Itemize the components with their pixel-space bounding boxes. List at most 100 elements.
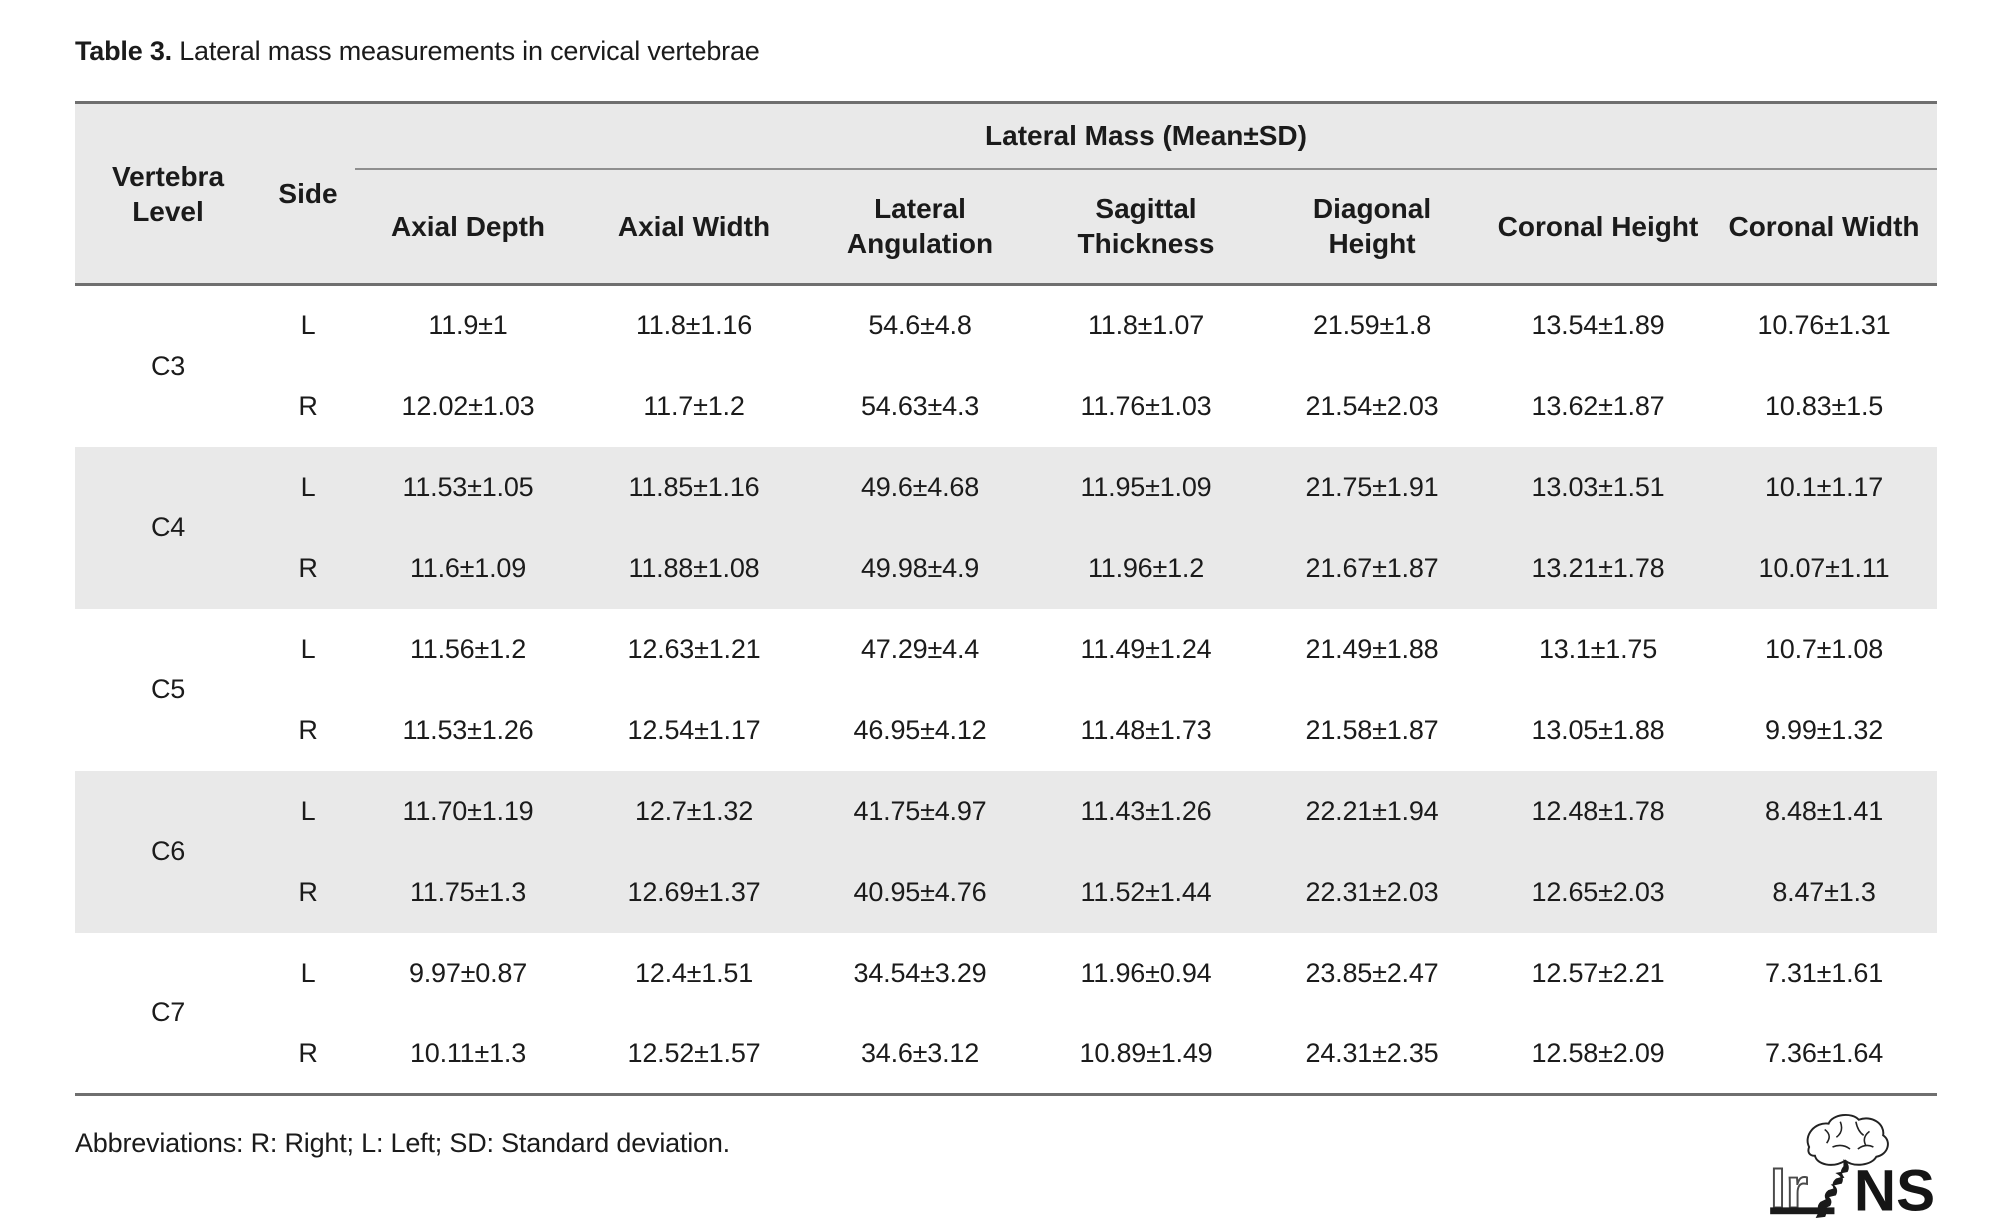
col-header-axial-width: Axial Width xyxy=(581,168,807,286)
measurements-table: Vertebra Level Side Lateral Mass (Mean±S… xyxy=(75,101,1937,1096)
cell: 11.6±1.09 xyxy=(355,527,581,609)
vertebra-level-cell: C4 xyxy=(75,446,261,609)
cell: 11.56±1.2 xyxy=(355,608,581,690)
cell: 11.52±1.44 xyxy=(1033,851,1259,933)
cell: 13.03±1.51 xyxy=(1485,446,1711,528)
cell: 10.7±1.08 xyxy=(1711,608,1937,690)
table-caption: Table 3. Lateral mass measurements in ce… xyxy=(75,36,1938,67)
col-header-vertebra-level: Vertebra Level xyxy=(75,102,261,286)
cell: 12.58±2.09 xyxy=(1485,1013,1711,1095)
brain-icon xyxy=(1806,1114,1889,1166)
cell: 54.63±4.3 xyxy=(807,365,1033,447)
side-cell: R xyxy=(261,365,355,447)
cell: 54.6±4.8 xyxy=(807,284,1033,366)
cell: 11.53±1.05 xyxy=(355,446,581,528)
cell: 21.54±2.03 xyxy=(1259,365,1485,447)
cell: 47.29±4.4 xyxy=(807,608,1033,690)
cell: 21.75±1.91 xyxy=(1259,446,1485,528)
vertebra-level-cell: C7 xyxy=(75,932,261,1095)
cell: 12.4±1.51 xyxy=(581,932,807,1014)
vertebra-level-cell: C5 xyxy=(75,608,261,771)
cell: 10.83±1.5 xyxy=(1711,365,1937,447)
col-header-lateral-angulation: Lateral Angulation xyxy=(807,168,1033,286)
table-row: R 11.6±1.09 11.88±1.08 49.98±4.9 11.96±1… xyxy=(75,527,1937,609)
cell: 49.6±4.68 xyxy=(807,446,1033,528)
cell: 10.76±1.31 xyxy=(1711,284,1937,366)
side-cell: R xyxy=(261,527,355,609)
cell: 11.70±1.19 xyxy=(355,770,581,852)
cell: 21.58±1.87 xyxy=(1259,689,1485,771)
cell: 46.95±4.12 xyxy=(807,689,1033,771)
cell: 12.52±1.57 xyxy=(581,1013,807,1095)
table-row: R 12.02±1.03 11.7±1.2 54.63±4.3 11.76±1.… xyxy=(75,365,1937,447)
cell: 12.57±2.21 xyxy=(1485,932,1711,1014)
cell: 11.9±1 xyxy=(355,284,581,366)
table-caption-text: Lateral mass measurements in cervical ve… xyxy=(171,36,760,66)
cell: 23.85±2.47 xyxy=(1259,932,1485,1014)
col-header-side: Side xyxy=(261,102,355,286)
cell: 11.48±1.73 xyxy=(1033,689,1259,771)
side-cell: L xyxy=(261,932,355,1014)
cell: 49.98±4.9 xyxy=(807,527,1033,609)
column-header-row: Axial Depth Axial Width Lateral Angulati… xyxy=(75,168,1937,286)
cell: 13.05±1.88 xyxy=(1485,689,1711,771)
cell: 10.1±1.17 xyxy=(1711,446,1937,528)
cell: 13.1±1.75 xyxy=(1485,608,1711,690)
cell: 40.95±4.76 xyxy=(807,851,1033,933)
cell: 34.6±3.12 xyxy=(807,1013,1033,1095)
table-row: R 11.53±1.26 12.54±1.17 46.95±4.12 11.48… xyxy=(75,689,1937,771)
cell: 11.85±1.16 xyxy=(581,446,807,528)
table-header: Vertebra Level Side Lateral Mass (Mean±S… xyxy=(75,102,1937,286)
logo-suffix-text: NS xyxy=(1854,1158,1935,1222)
cell: 22.21±1.94 xyxy=(1259,770,1485,852)
cell: 13.62±1.87 xyxy=(1485,365,1711,447)
cell: 13.54±1.89 xyxy=(1485,284,1711,366)
group-header-row: Vertebra Level Side Lateral Mass (Mean±S… xyxy=(75,102,1937,286)
table-row: C7 L 9.97±0.87 12.4±1.51 34.54±3.29 11.9… xyxy=(75,932,1937,1095)
cell: 7.31±1.61 xyxy=(1711,932,1937,1014)
cell: 41.75±4.97 xyxy=(807,770,1033,852)
side-cell: R xyxy=(261,1013,355,1095)
cell: 11.96±1.2 xyxy=(1033,527,1259,609)
cell: 11.49±1.24 xyxy=(1033,608,1259,690)
col-header-coronal-width: Coronal Width xyxy=(1711,168,1937,286)
side-cell: L xyxy=(261,446,355,528)
cell: 34.54±3.29 xyxy=(807,932,1033,1014)
table-body: C3 L 11.9±1 11.8±1.16 54.6±4.8 11.8±1.07… xyxy=(75,284,1937,1095)
cell: 11.7±1.2 xyxy=(581,365,807,447)
table-footer: Abbreviations: R: Right; L: Left; SD: St… xyxy=(75,1110,1937,1223)
cell: 12.63±1.21 xyxy=(581,608,807,690)
spine-icon xyxy=(1815,1159,1849,1219)
cell: 12.54±1.17 xyxy=(581,689,807,771)
journal-logo-graphic: Ir NS xyxy=(1769,1114,1935,1223)
cell: 21.59±1.8 xyxy=(1259,284,1485,366)
cell: 11.96±0.94 xyxy=(1033,932,1259,1014)
cell: 8.47±1.3 xyxy=(1711,851,1937,933)
logo-baseline-bar xyxy=(1770,1207,1835,1215)
cell: 11.75±1.3 xyxy=(355,851,581,933)
cell: 12.7±1.32 xyxy=(581,770,807,852)
cell: 10.89±1.49 xyxy=(1033,1013,1259,1095)
cell: 12.02±1.03 xyxy=(355,365,581,447)
cell: 11.8±1.07 xyxy=(1033,284,1259,366)
cell: 21.67±1.87 xyxy=(1259,527,1485,609)
cell: 10.11±1.3 xyxy=(355,1013,581,1095)
cell: 11.53±1.26 xyxy=(355,689,581,771)
cell: 7.36±1.64 xyxy=(1711,1013,1937,1095)
cell: 12.48±1.78 xyxy=(1485,770,1711,852)
col-header-sagittal-thickness: Sagittal Thickness xyxy=(1033,168,1259,286)
col-header-axial-depth: Axial Depth xyxy=(355,168,581,286)
cell: 11.43±1.26 xyxy=(1033,770,1259,852)
vertebra-level-cell: C3 xyxy=(75,284,261,447)
cell: 11.95±1.09 xyxy=(1033,446,1259,528)
cell: 11.76±1.03 xyxy=(1033,365,1259,447)
col-header-diagonal-height: Diagonal Height xyxy=(1259,168,1485,286)
side-cell: L xyxy=(261,284,355,366)
cell: 9.97±0.87 xyxy=(355,932,581,1014)
cell: 12.69±1.37 xyxy=(581,851,807,933)
group-header-lateral-mass: Lateral Mass (Mean±SD) xyxy=(355,102,1937,170)
table-row: C3 L 11.9±1 11.8±1.16 54.6±4.8 11.8±1.07… xyxy=(75,284,1937,447)
cell: 12.65±2.03 xyxy=(1485,851,1711,933)
cell: 11.8±1.16 xyxy=(581,284,807,366)
